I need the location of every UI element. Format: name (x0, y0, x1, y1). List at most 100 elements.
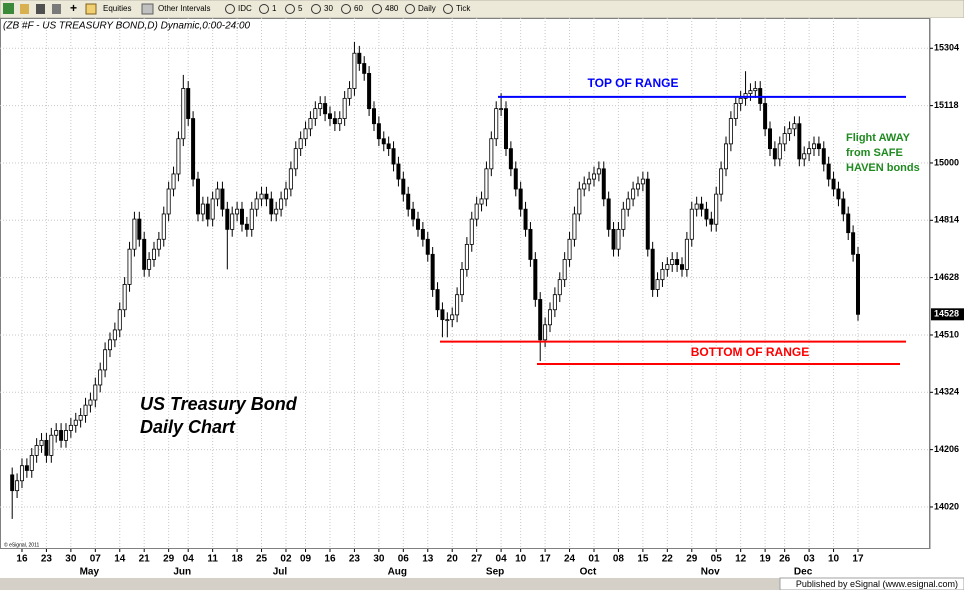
candle-body (186, 88, 191, 119)
y-tick-label: 14510 (934, 329, 959, 339)
grid: 14020 14206 14324 14510 14628 14814 15000 15118… (0, 18, 959, 549)
candle-body (235, 208, 240, 215)
price-axis (930, 18, 964, 549)
month-label: Jul (273, 567, 288, 578)
candle-body (723, 143, 728, 170)
candle-body (24, 465, 29, 471)
candle-body (777, 143, 782, 160)
candle-body (88, 399, 93, 406)
x-tick-label: 27 (471, 554, 483, 565)
candle-body (420, 228, 425, 240)
candle-body (440, 309, 445, 321)
icon[interactable]: + (70, 1, 77, 15)
x-tick-label: 06 (398, 554, 410, 565)
icon[interactable] (85, 3, 97, 15)
candle-body (709, 218, 714, 225)
icon[interactable] (36, 4, 45, 14)
x-tick-label: 21 (139, 554, 151, 565)
icon[interactable] (341, 4, 351, 14)
candle-body (103, 349, 108, 371)
candle-body (127, 248, 132, 285)
icon[interactable] (285, 4, 295, 14)
toolbar-icons: + (3, 1, 453, 15)
candle-body (386, 143, 391, 150)
toolbar-button[interactable]: Daily (418, 4, 436, 13)
footer: Published by eSignal (www.esignal.com) (796, 579, 958, 589)
toolbar-button[interactable]: 1 (272, 4, 277, 13)
icon[interactable] (259, 4, 269, 14)
toolbar-button[interactable]: 30 (324, 4, 333, 13)
x-tick-label: 18 (232, 554, 244, 565)
x-tick-label: 04 (183, 554, 195, 565)
y-tick-label: 14814 (934, 215, 959, 225)
candle-body (797, 123, 802, 160)
candle-body (543, 324, 548, 341)
x-tick-label: 01 (588, 554, 600, 565)
toolbar-button[interactable]: Equities (103, 4, 131, 13)
candle-body (640, 178, 645, 185)
candle-body (230, 213, 235, 230)
candle-body (567, 238, 572, 260)
toolbar-button[interactable]: 60 (354, 4, 363, 13)
candle-body (210, 198, 215, 220)
candle-body (846, 213, 851, 234)
toolbar-button[interactable]: 5 (298, 4, 303, 13)
candle-body (562, 259, 567, 281)
candle-body (249, 208, 254, 230)
candle-body (239, 208, 244, 225)
x-tick-label: 22 (662, 554, 674, 565)
x-tick-label: 08 (613, 554, 625, 565)
candle-body (215, 188, 220, 200)
x-tick-label: 13 (422, 554, 434, 565)
toolbar-button[interactable]: Other Intervals (158, 4, 210, 13)
candle-body (855, 253, 860, 315)
candle-body (689, 208, 694, 240)
candle-body (494, 108, 499, 140)
candle-body (34, 445, 39, 456)
candle-body (489, 138, 494, 170)
icon[interactable] (3, 3, 14, 14)
icon[interactable] (372, 4, 382, 14)
x-tick-label: 10 (515, 554, 527, 565)
y-tick-label: 14324 (934, 387, 959, 397)
candle-body (469, 218, 474, 245)
candle-body (763, 103, 768, 130)
candle-body (308, 118, 313, 130)
icon[interactable] (52, 4, 61, 14)
candle-body (748, 90, 753, 94)
candle-body (591, 173, 596, 180)
toolbar-button[interactable]: 480 (385, 4, 399, 13)
month-label: May (80, 567, 100, 578)
candle-body (479, 198, 484, 205)
icon[interactable] (225, 4, 235, 14)
candle-body (841, 198, 846, 215)
x-tick-label: 26 (779, 554, 791, 565)
candle-body (29, 455, 34, 471)
candle-body (606, 198, 611, 230)
candle-body (533, 259, 538, 300)
candle-body (181, 88, 186, 140)
candle-body (484, 168, 489, 200)
candle-body (357, 52, 362, 64)
x-tick-label: 20 (447, 554, 459, 565)
toolbar-button[interactable]: Tick (456, 4, 471, 13)
candle-body (547, 309, 552, 326)
candle-body (699, 203, 704, 210)
x-tick-label: 23 (41, 554, 53, 565)
candle-body (274, 208, 279, 215)
range-label: TOP OF RANGE (588, 76, 679, 90)
candle-body (821, 148, 826, 165)
icon[interactable] (443, 4, 453, 14)
icon[interactable] (405, 4, 415, 14)
icon[interactable] (20, 4, 29, 14)
icon[interactable] (311, 4, 321, 14)
candle-body (137, 218, 142, 240)
toolbar-button[interactable]: IDC (238, 4, 252, 13)
month-label: Oct (580, 567, 597, 578)
x-tick-label: 12 (735, 554, 747, 565)
candle-body (156, 238, 161, 250)
x-tick-label: 15 (637, 554, 649, 565)
candle-body (142, 238, 147, 270)
icon[interactable] (141, 3, 154, 15)
